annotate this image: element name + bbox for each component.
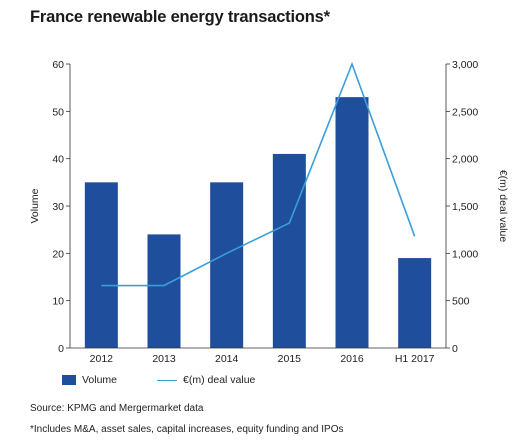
bar-h1-2017	[398, 258, 432, 348]
axes: 0 0 10 500 20 1,000 30 1,500 40 2,000 50 2,500 60 3,0…	[29, 59, 509, 365]
legend: Volume €(m) deal value	[62, 374, 255, 386]
bar-series-volume	[84, 97, 432, 348]
y-axis-title-right: €(m) deal value	[497, 170, 509, 243]
bar-2014	[210, 182, 244, 348]
bar-2013	[147, 234, 181, 348]
source-note: Source: KPMG and Mergermarket data	[30, 403, 204, 414]
bar-2012	[84, 182, 118, 348]
legend-deal-value-label: €(m) deal value	[183, 374, 256, 386]
y-axis-title-left: Volume	[29, 188, 41, 223]
left-tick-label: 0	[58, 343, 64, 355]
right-tick-label: 2,000	[452, 154, 478, 166]
bar-2015	[272, 153, 306, 348]
legend-volume-swatch	[62, 375, 76, 385]
left-tick-label: 20	[52, 248, 64, 260]
right-tick-label: 0	[452, 343, 458, 355]
x-tick-label: 2016	[340, 353, 364, 365]
bar-2016	[335, 97, 369, 348]
x-tick-label: H1 2017	[395, 353, 435, 365]
right-tick-label: 1,000	[452, 248, 478, 260]
line-series-deal-value	[101, 61, 416, 287]
left-tick-label: 50	[52, 106, 64, 118]
left-tick-label: 30	[52, 201, 64, 213]
footnote: *Includes M&A, asset sales, capital incr…	[30, 424, 344, 435]
chart-title: France renewable energy transactions*	[30, 8, 330, 26]
deal-value-line	[101, 61, 416, 287]
x-tick-label: 2014	[215, 353, 239, 365]
x-tick-label: 2013	[152, 353, 176, 365]
right-tick-label: 2,500	[452, 106, 478, 118]
left-tick-label: 40	[52, 154, 64, 166]
right-tick-label: 1,500	[452, 201, 478, 213]
legend-deal-value-swatch	[157, 379, 178, 381]
x-tick-label: 2012	[90, 353, 114, 365]
right-tick-label: 3,000	[452, 59, 478, 71]
left-tick-label: 60	[52, 59, 64, 71]
right-tick-label: 500	[452, 296, 470, 308]
x-tick-label: 2015	[278, 353, 302, 365]
legend-volume-label: Volume	[82, 374, 118, 386]
left-tick-label: 10	[52, 296, 64, 308]
